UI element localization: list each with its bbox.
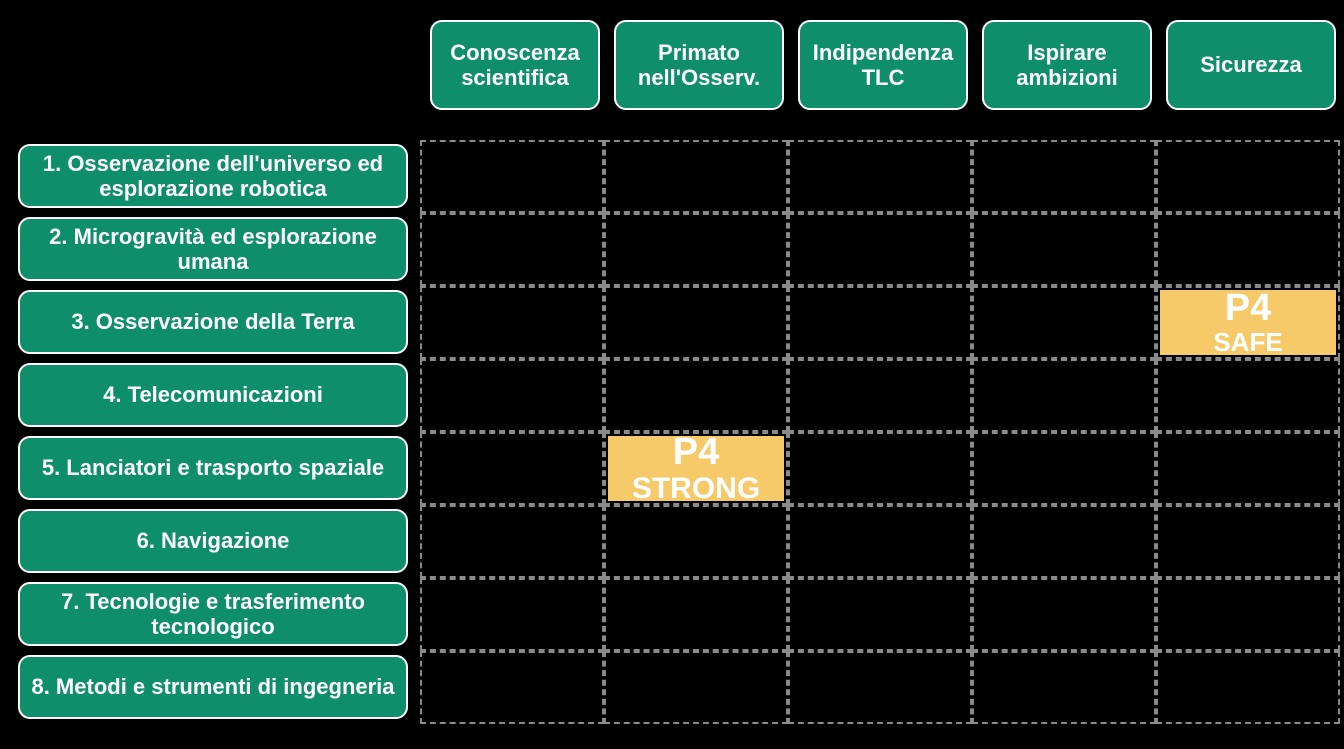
grid-cell — [1156, 213, 1340, 286]
row-label-1: 1. Osservazione dell'universo ed esplora… — [18, 144, 408, 208]
row-label-7: 7. Tecnologie e trasferimento tecnologic… — [18, 582, 408, 646]
col-header-osserv: Primato nell'Osserv. — [614, 20, 784, 110]
grid-cell — [1156, 578, 1340, 651]
col-header-label: Sicurezza — [1200, 52, 1302, 77]
chip-line1: P4 — [1225, 289, 1271, 329]
grid-cell — [1156, 651, 1340, 724]
grid-cell — [604, 651, 788, 724]
grid-cell — [1156, 432, 1340, 505]
row-label-text: 4. Telecomunicazioni — [103, 382, 323, 407]
grid-cell — [604, 286, 788, 359]
col-header-sicurezza: Sicurezza — [1166, 20, 1336, 110]
row-label-5: 5. Lanciatori e trasporto spaziale — [18, 436, 408, 500]
chip-line1: P4 — [673, 433, 719, 473]
chip-line2: STRONG — [632, 473, 760, 505]
row-label-text: 2. Microgravità ed esplorazione umana — [30, 224, 396, 275]
grid-cell — [788, 432, 972, 505]
row-label-2: 2. Microgravità ed esplorazione umana — [18, 217, 408, 281]
grid-cell — [788, 140, 972, 213]
grid-cell — [788, 578, 972, 651]
col-header-label: Ispirare ambizioni — [990, 40, 1144, 91]
grid-cell — [788, 286, 972, 359]
grid-cell — [1156, 359, 1340, 432]
grid-cell — [788, 359, 972, 432]
highlight-chip: P4STRONG — [608, 436, 784, 501]
grid-cell — [972, 140, 1156, 213]
row-label-text: 1. Osservazione dell'universo ed esplora… — [30, 151, 396, 202]
grid-cell — [420, 505, 604, 578]
col-header-label: Indipendenza TLC — [806, 40, 960, 91]
grid-cell — [972, 505, 1156, 578]
grid-cell — [420, 359, 604, 432]
grid-cell — [972, 213, 1156, 286]
row-label-text: 7. Tecnologie e trasferimento tecnologic… — [30, 589, 396, 640]
row-label-text: 3. Osservazione della Terra — [71, 309, 354, 334]
row-label-text: 5. Lanciatori e trasporto spaziale — [42, 455, 384, 480]
matrix: { "layout": { "canvas": {"w":1344,"h":74… — [0, 0, 1344, 749]
grid-cell — [420, 651, 604, 724]
col-header-label: Conoscenza scientifica — [438, 40, 592, 91]
col-header-ambizioni: Ispirare ambizioni — [982, 20, 1152, 110]
row-label-text: 6. Navigazione — [137, 528, 290, 553]
grid-cell — [604, 140, 788, 213]
grid-cell — [972, 286, 1156, 359]
grid-cell — [1156, 505, 1340, 578]
grid-cell — [420, 286, 604, 359]
grid-cell — [604, 213, 788, 286]
grid-cell — [420, 578, 604, 651]
grid-cell — [788, 505, 972, 578]
col-header-tlc: Indipendenza TLC — [798, 20, 968, 110]
col-header-label: Primato nell'Osserv. — [622, 40, 776, 91]
row-label-4: 4. Telecomunicazioni — [18, 363, 408, 427]
highlight-chip: P4SAFE — [1160, 290, 1336, 355]
grid-cell — [420, 432, 604, 505]
grid-cell — [972, 432, 1156, 505]
grid-cell — [1156, 140, 1340, 213]
row-label-3: 3. Osservazione della Terra — [18, 290, 408, 354]
chip-line2: SAFE — [1213, 329, 1282, 356]
grid-cell — [420, 140, 604, 213]
grid-cell — [604, 505, 788, 578]
row-label-8: 8. Metodi e strumenti di ingegneria — [18, 655, 408, 719]
row-label-6: 6. Navigazione — [18, 509, 408, 573]
grid-cell — [604, 359, 788, 432]
grid-cell — [972, 578, 1156, 651]
grid-cell — [420, 213, 604, 286]
grid-cell — [604, 578, 788, 651]
row-label-text: 8. Metodi e strumenti di ingegneria — [31, 674, 394, 699]
grid-cell — [788, 651, 972, 724]
col-header-scienza: Conoscenza scientifica — [430, 20, 600, 110]
grid-cell — [972, 359, 1156, 432]
grid-cell — [972, 651, 1156, 724]
grid-cell — [788, 213, 972, 286]
